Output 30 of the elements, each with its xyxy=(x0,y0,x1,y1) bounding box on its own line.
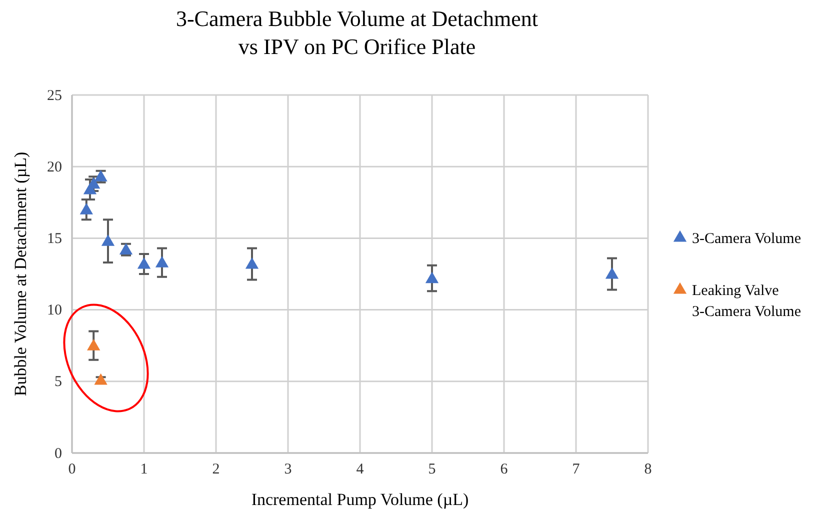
x-tick-label: 1 xyxy=(140,462,148,478)
x-axis-title: Incremental Pump Volume (µL) xyxy=(251,490,469,509)
y-tick-label: 20 xyxy=(47,159,62,176)
x-tick-label: 8 xyxy=(644,462,652,478)
point xyxy=(94,373,108,385)
point xyxy=(155,256,169,268)
x-tick-label: 7 xyxy=(572,462,580,478)
legend-label: Leaking Valve 3-Camera Volume xyxy=(692,283,802,320)
point xyxy=(87,339,100,350)
point xyxy=(87,177,100,189)
point xyxy=(80,202,93,214)
point xyxy=(101,234,115,246)
chart-title: 3-Camera Bubble Volume at Detachment vs IPV on PC Orifice Plate xyxy=(176,6,538,59)
point xyxy=(137,257,151,269)
y-tick-label: 0 xyxy=(54,446,62,462)
x-tick-label: 0 xyxy=(68,462,76,478)
x-tick-label: 2 xyxy=(212,462,220,478)
y-tick-label: 25 xyxy=(47,88,62,104)
legend-label: 3-Camera Volume xyxy=(692,231,802,247)
x-tick-label: 5 xyxy=(428,462,436,478)
y-axis-title: Bubble Volume at Detachment (µL) xyxy=(11,152,30,396)
y-tick-label: 10 xyxy=(47,302,62,319)
point xyxy=(425,272,439,284)
x-tick-label: 6 xyxy=(500,462,508,478)
x-tick-label: 4 xyxy=(356,462,364,478)
point xyxy=(245,257,259,269)
y-tick-label: 15 xyxy=(47,231,62,247)
x-tick-label: 3 xyxy=(284,462,292,478)
y-tick-label: 5 xyxy=(54,374,62,390)
point xyxy=(605,267,619,279)
